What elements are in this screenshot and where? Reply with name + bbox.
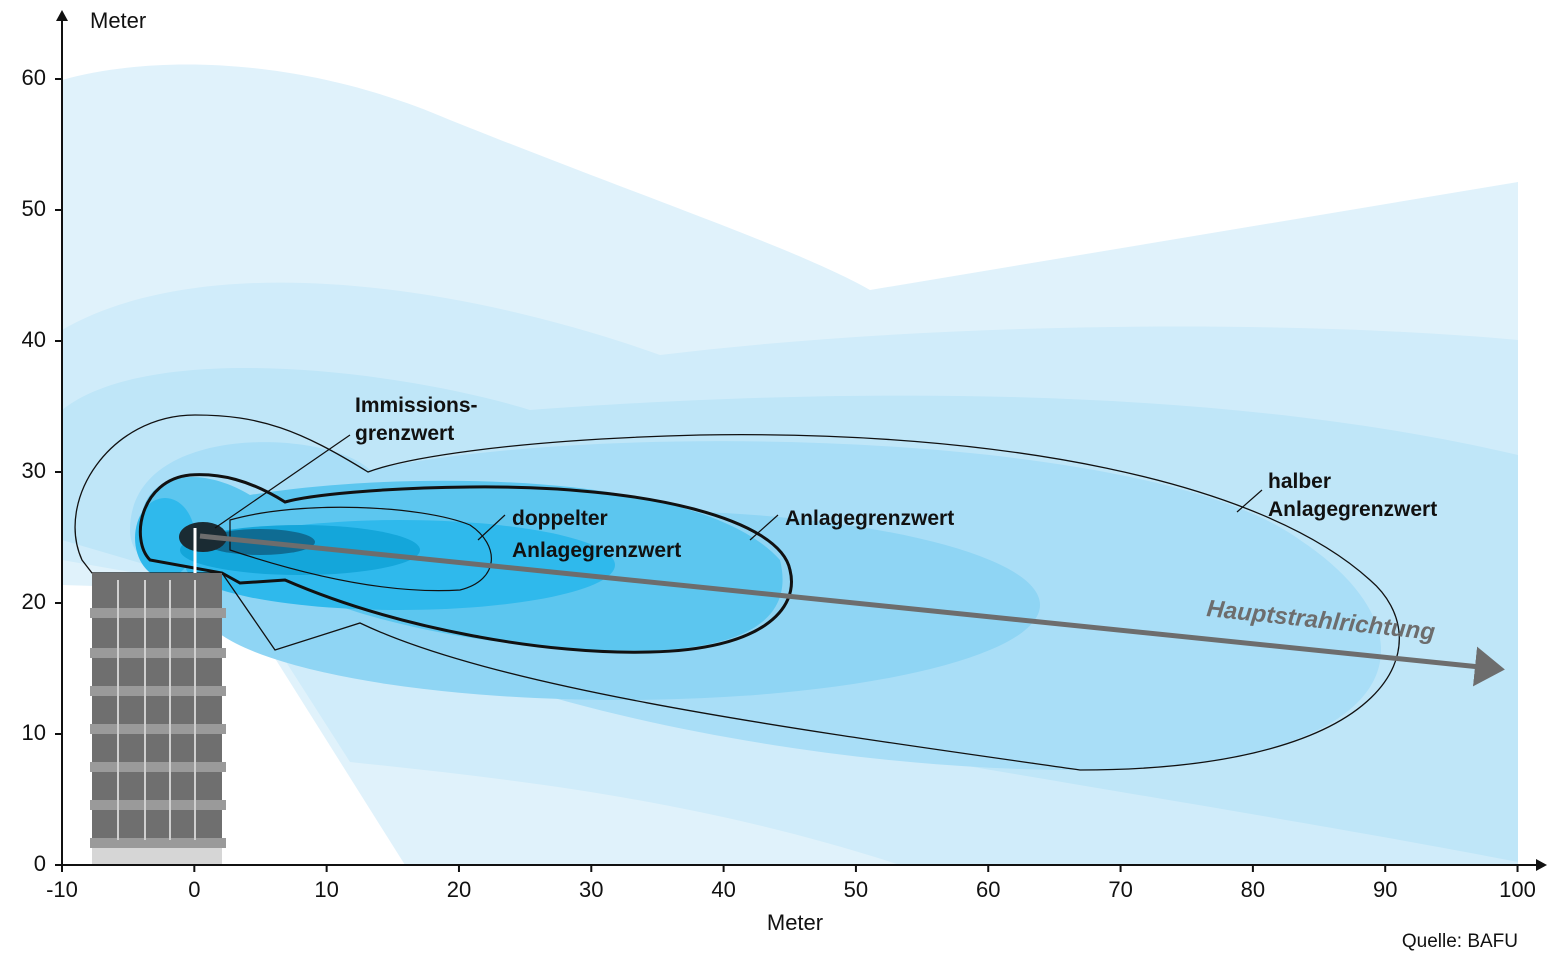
x-tick-label: 70 [1108, 877, 1132, 902]
building [90, 528, 226, 865]
x-tick-label: 10 [314, 877, 338, 902]
y-tick-label: 0 [34, 851, 46, 876]
y-tick-label: 60 [22, 65, 46, 90]
annotation: doppelter [512, 507, 608, 530]
y-tick-label: 40 [22, 327, 46, 352]
annotations: Immissions- grenzwert doppelter Anlagegr… [214, 394, 1437, 562]
annotation: Anlagegrenzwert [512, 539, 681, 562]
field-contours [62, 64, 1518, 866]
annotation: Anlagegrenzwert [785, 507, 954, 530]
x-tick-label: 50 [844, 877, 868, 902]
x-tick-label: 40 [711, 877, 735, 902]
annotation: grenzwert [355, 422, 454, 445]
source: Quelle: BAFU [1402, 931, 1518, 952]
y-tick-label: 10 [22, 720, 46, 745]
x-tick-label: 90 [1373, 877, 1397, 902]
x-tick-label: 60 [976, 877, 1000, 902]
x-tick-label: 30 [579, 877, 603, 902]
y-tick-label: 20 [22, 589, 46, 614]
y-tick-label: 30 [22, 458, 46, 483]
annotation: halber [1268, 470, 1331, 493]
annotation: Immissions- [355, 394, 478, 417]
axes [56, 10, 1547, 871]
direction-arrow [199, 533, 1505, 687]
x-tick-label: 0 [188, 877, 200, 902]
x-tick-label: -10 [46, 877, 78, 902]
x-tick-label: 100 [1499, 877, 1536, 902]
x-axis-label: Meter [767, 910, 823, 935]
x-tick-label: 80 [1241, 877, 1265, 902]
y-tick-label: 50 [22, 196, 46, 221]
annotation: Anlagegrenzwert [1268, 498, 1437, 521]
x-tick-label: 20 [447, 877, 471, 902]
y-axis-label: Meter [90, 8, 146, 33]
